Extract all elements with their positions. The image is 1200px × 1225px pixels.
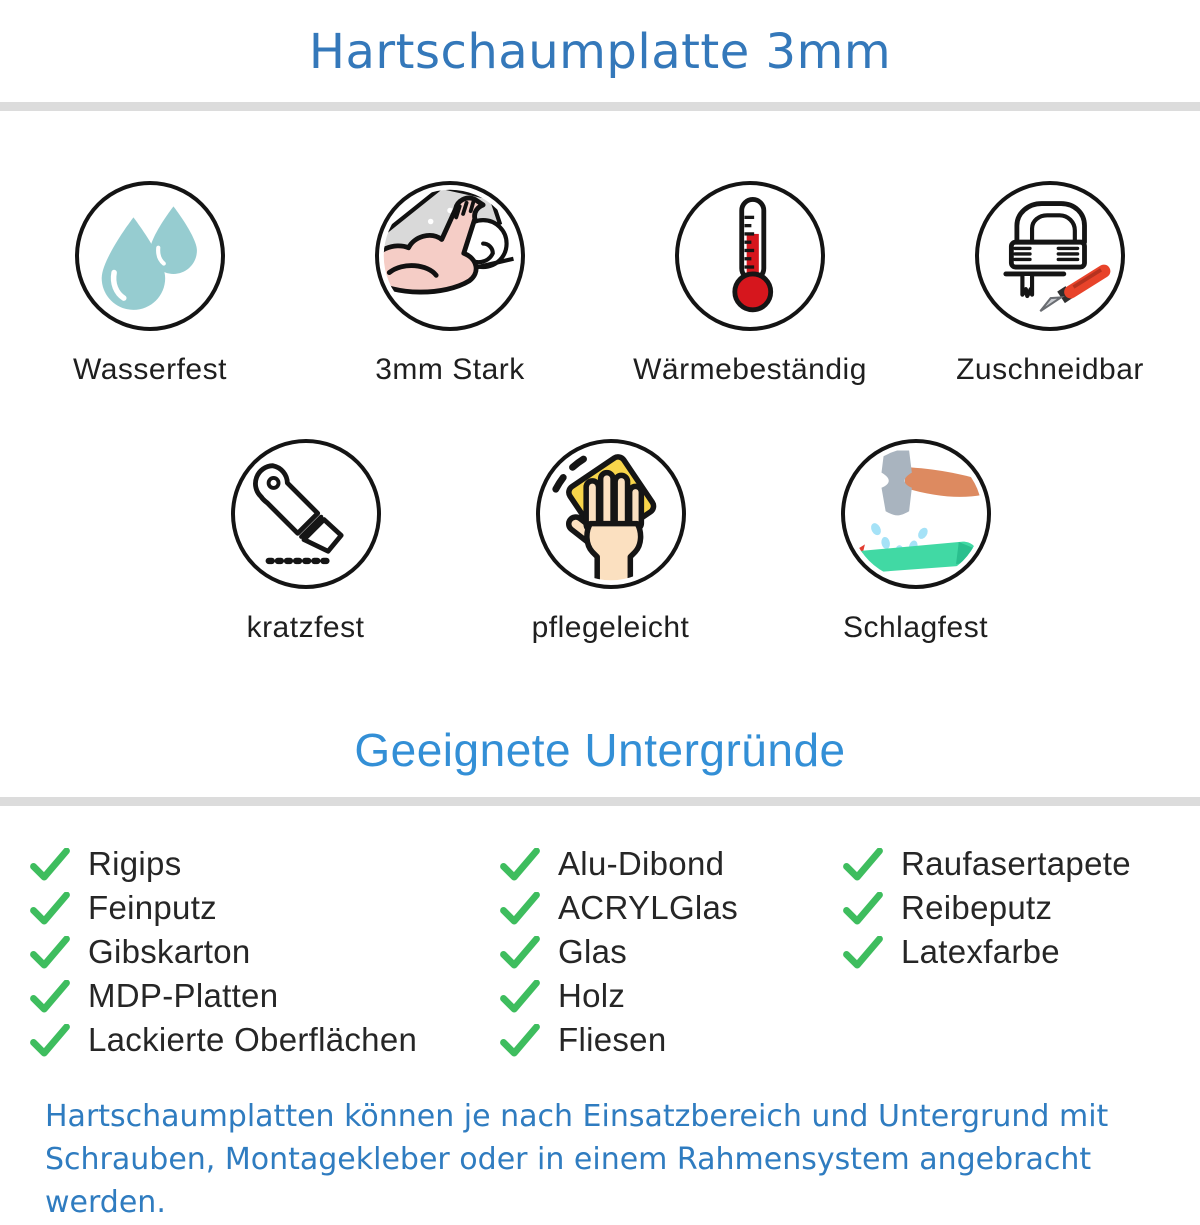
feature-zuschneidbar: Zuschneidbar — [900, 181, 1200, 387]
list-item: Holz — [500, 974, 843, 1018]
feature-row-2: kratzfest — [153, 439, 1068, 645]
feature-label: Zuschneidbar — [956, 353, 1144, 386]
substrate-label: Fliesen — [558, 1021, 667, 1058]
feature-label: Schlagfest — [842, 611, 989, 644]
feature-wasserfest: Wasserfest — [0, 181, 300, 387]
checkmark-icon — [500, 935, 542, 969]
list-item: Latexfarbe — [843, 930, 1200, 974]
checkmark-icon — [500, 847, 542, 881]
list-item: Gibskarton — [30, 930, 500, 974]
feature-label: kratzfest — [246, 611, 365, 644]
feature-waermebestaendig: Wärmebeständig — [600, 181, 900, 387]
checkmark-icon — [500, 979, 542, 1013]
list-item: Feinputz — [30, 886, 500, 930]
muscle-arm-foam-roll-icon — [375, 181, 525, 331]
substrate-label: Feinputz — [88, 889, 217, 926]
feature-pflegeleicht: pflegeleicht — [458, 439, 763, 645]
substrate-label: Rigips — [88, 845, 182, 882]
feature-label: 3mm Stark — [375, 353, 525, 386]
feature-kratzfest: kratzfest — [153, 439, 458, 645]
list-item: Fliesen — [500, 1018, 843, 1062]
list-item: Rigips — [30, 842, 500, 886]
substrate-label: Glas — [558, 933, 628, 970]
thermometer-icon — [675, 181, 825, 331]
list-item: Reibeputz — [843, 886, 1200, 930]
mounting-note-line2: Schrauben, Montagekleber oder in einem R… — [45, 1141, 1092, 1220]
checkmark-icon — [500, 891, 542, 925]
checkmark-icon — [30, 979, 72, 1013]
water-drops-icon — [75, 181, 225, 331]
substrates-column-2: Alu-Dibond ACRYLGlas Glas Holz Fliesen — [500, 842, 843, 1062]
checkmark-icon — [843, 935, 885, 969]
feature-schlagfest: Schlagfest — [763, 439, 1068, 645]
substrates-column-3: Raufasertapete Reibeputz Latexfarbe — [843, 842, 1200, 1062]
list-item: Glas — [500, 930, 843, 974]
checkmark-icon — [30, 935, 72, 969]
section-divider — [0, 797, 1200, 806]
checkmark-icon — [843, 891, 885, 925]
list-item: ACRYLGlas — [500, 886, 843, 930]
feature-3mm-stark: 3mm Stark — [300, 181, 600, 387]
substrate-label: Lackierte Oberflächen — [88, 1021, 418, 1058]
substrate-label: Holz — [558, 977, 626, 1014]
checkmark-icon — [843, 847, 885, 881]
checkmark-icon — [30, 891, 72, 925]
utility-knife-icon — [230, 439, 381, 589]
hammer-impact-icon — [840, 439, 991, 589]
section-divider — [0, 102, 1200, 111]
substrates-list: Rigips Feinputz Gibskarton MDP-Platten L… — [0, 806, 1200, 1062]
substrate-label: Gibskarton — [88, 933, 251, 970]
list-item: Raufasertapete — [843, 842, 1200, 886]
substrate-label: Latexfarbe — [901, 933, 1060, 970]
substrate-label: ACRYLGlas — [558, 889, 738, 926]
mounting-note-line1: Hartschaumplatten können je nach Einsatz… — [45, 1099, 1109, 1134]
checkmark-icon — [500, 1023, 542, 1057]
substrate-label: MDP-Platten — [88, 977, 279, 1014]
jigsaw-and-cutter-icon — [975, 181, 1125, 331]
mounting-note: Hartschaumplatten können je nach Einsatz… — [45, 1096, 1200, 1225]
substrate-label: Alu-Dibond — [558, 845, 725, 882]
page-title: Hartschaumplatte 3mm — [308, 24, 892, 80]
substrate-label: Reibeputz — [901, 889, 1053, 926]
substrates-title: Geeignete Untergründe — [354, 724, 846, 776]
feature-label: Wasserfest — [73, 353, 227, 386]
checkmark-icon — [30, 847, 72, 881]
list-item: Alu-Dibond — [500, 842, 843, 886]
hand-wiping-cloth-icon — [535, 439, 686, 589]
feature-label: Wärmebeständig — [633, 353, 867, 386]
list-item: MDP-Platten — [30, 974, 500, 1018]
feature-label: pflegeleicht — [531, 611, 690, 644]
substrate-label: Raufasertapete — [901, 845, 1131, 882]
list-item: Lackierte Oberflächen — [30, 1018, 500, 1062]
substrates-column-1: Rigips Feinputz Gibskarton MDP-Platten L… — [30, 842, 500, 1062]
feature-row-1: Wasserfest 3mm Stark — [0, 181, 1200, 387]
checkmark-icon — [30, 1023, 72, 1057]
